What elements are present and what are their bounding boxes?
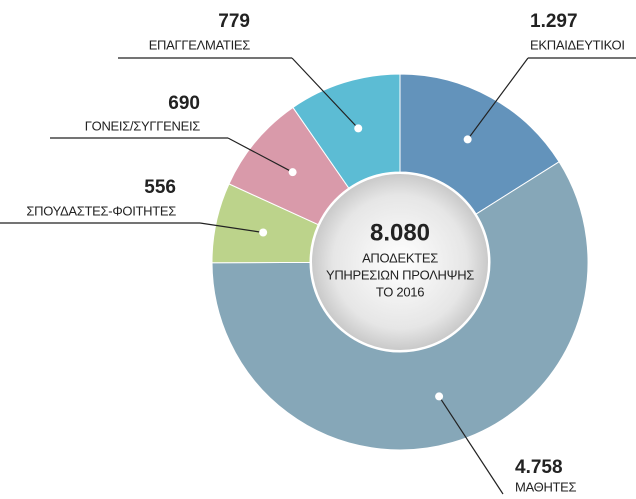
leader-line: [438, 396, 504, 495]
category-label: ΣΠΟΥΔΑΣΤΕΣ-ΦΟΙΤΗΤΕΣ: [26, 203, 176, 218]
leader-dot: [354, 124, 363, 133]
leader-line: [199, 222, 264, 234]
category-label: ΕΚΠΑΙΔΕΥΤΙΚΟΙ: [530, 37, 625, 52]
leader-line: [291, 57, 359, 129]
leader-dot: [463, 135, 472, 144]
value-label: 779: [218, 11, 250, 32]
value-label: 1.297: [530, 11, 578, 32]
leader-line: [227, 137, 293, 173]
leader-dot: [435, 392, 444, 401]
center-text: ΤΟ 2016: [376, 284, 424, 299]
center-text: ΑΠΟΔΕΚΤΕΣ: [362, 250, 438, 265]
leader-dot: [259, 228, 268, 237]
category-label: ΓΟΝΕΙΣ/ΣΥΓΓΕΝΕΙΣ: [85, 118, 200, 133]
value-label: 556: [144, 177, 176, 198]
category-label: ΕΠΑΓΓΕΛΜΑΤΙΕΣ: [149, 37, 251, 52]
center-text: ΥΠΗΡΕΣΙΩΝ ΠΡΟΛΗΨΗΣ: [326, 267, 474, 282]
slices: [211, 73, 589, 451]
category-label: ΜΑΘΗΤΕΣ: [515, 479, 577, 494]
total: 8.080: [370, 219, 430, 246]
leader-line: [467, 57, 529, 140]
center-disc: [310, 172, 490, 352]
value-label: 690: [168, 93, 200, 114]
leader-dot: [288, 168, 297, 177]
value-label: 4.758: [515, 457, 563, 478]
